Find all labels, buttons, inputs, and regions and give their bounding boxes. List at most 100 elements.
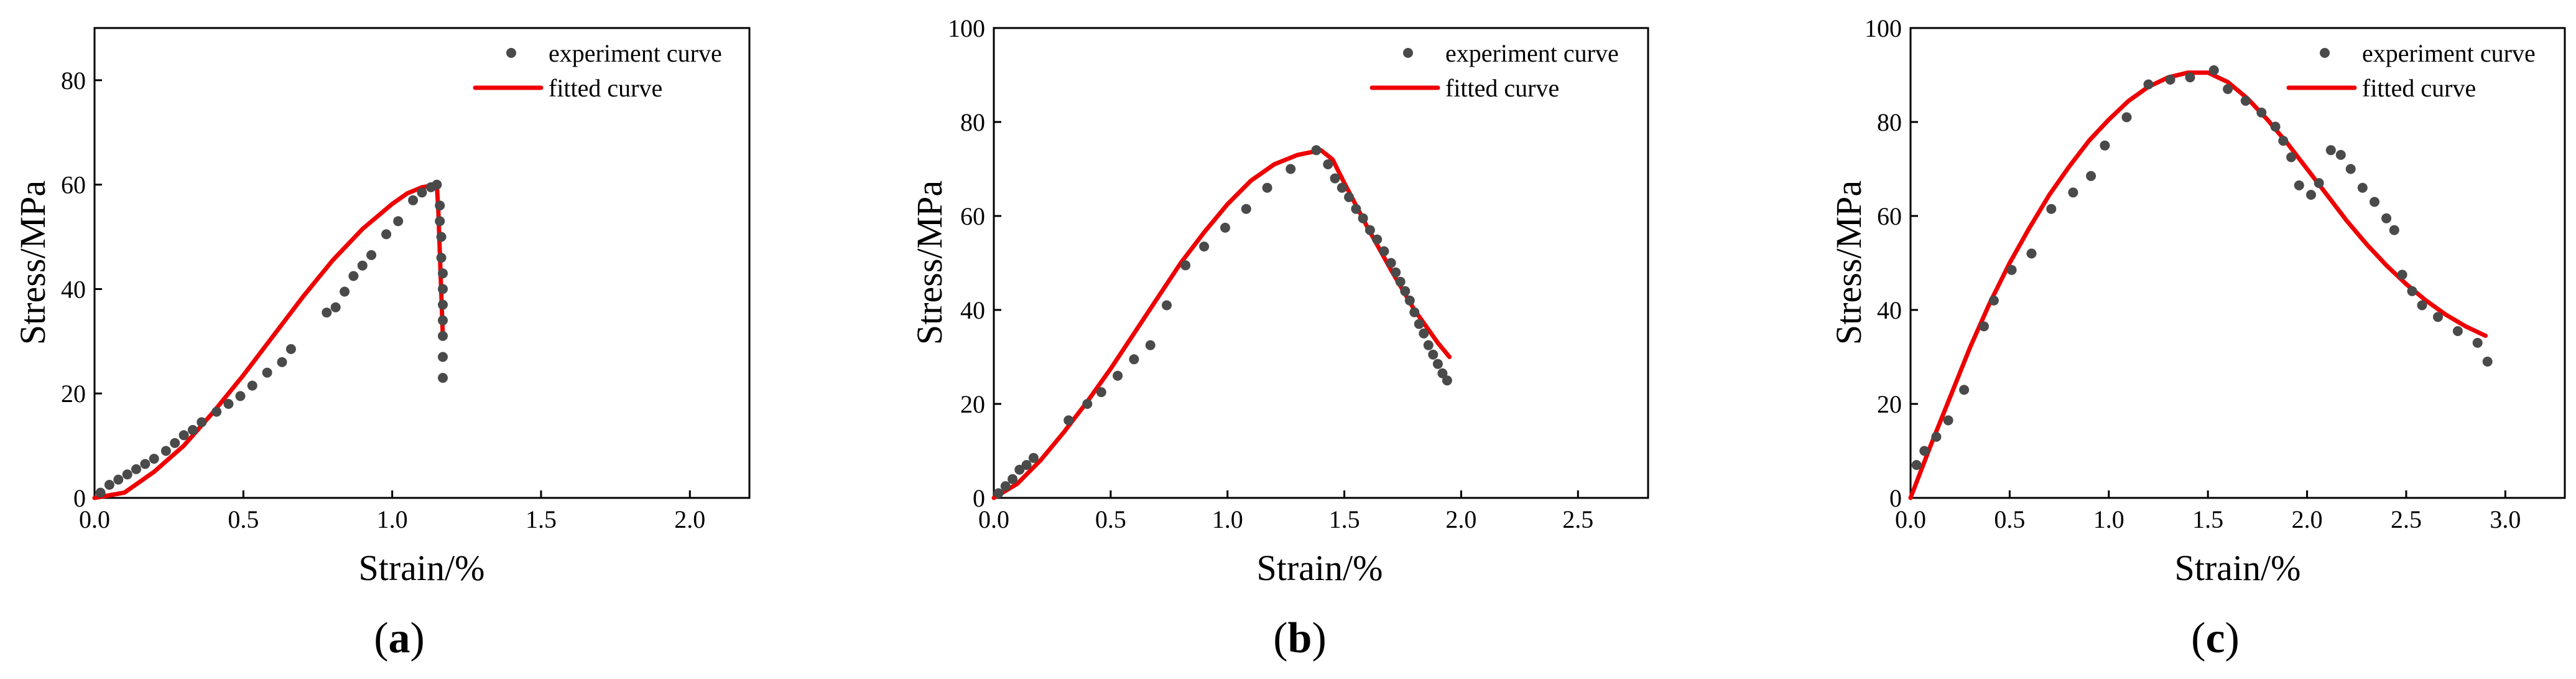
panel-b-experiment-point [1082, 399, 1093, 409]
panel-c-x-tick-label: 0.5 [1994, 505, 2025, 533]
panel-b-experiment-point [1162, 300, 1172, 311]
panel-b-y-tick-label: 20 [960, 390, 985, 418]
panel-a-experiment-point [262, 367, 272, 378]
panel-b-axes-frame [993, 27, 1649, 499]
panel-c-y-tick-label: 80 [1877, 108, 1902, 136]
panel-a-legend: experiment curve fitted curve [473, 39, 722, 102]
panel-a-y-tick-label: 60 [61, 171, 86, 199]
panel-b-experiment-point [993, 488, 1004, 499]
panel-c-x-tick-label: 0.0 [1895, 505, 1926, 533]
panel-c-legend: experiment curve fitted curve [2286, 39, 2536, 102]
panel-c-experiment-point [2345, 164, 2356, 174]
panel-c-experiment-point [2086, 171, 2096, 181]
panel-a-experiment-point [131, 464, 141, 474]
panel-a-experiment-point [247, 380, 257, 391]
panel-c-y-tick-label: 100 [1865, 14, 1902, 42]
panel-b-y-tick-label: 80 [960, 108, 985, 136]
panel-a-experiment-point [438, 315, 448, 325]
panel-c-experiment-point [1931, 431, 1942, 442]
panel-a-x-tick-label: 2.0 [674, 505, 705, 533]
panel-b-experiment-point [1311, 145, 1322, 156]
panel-c-experiment-point [1943, 415, 1953, 426]
panel-a-x-ticks: 0.0 0.5 1.0 1.5 2.0 [79, 490, 705, 533]
panel-b-x-ticks: 0.0 0.5 1.0 1.5 2.0 2.5 [978, 490, 1593, 533]
panel-a-x-tick-label: 1.0 [377, 505, 408, 533]
panel-c-experiment-point [2381, 213, 2392, 223]
panel-c-x-axis-title: Strain/% [2175, 548, 2301, 588]
panel-b-experiment-point [1220, 222, 1230, 233]
panel-b-x-tick-label: 0.5 [1095, 505, 1126, 533]
panel-b-experiment-point [1330, 173, 1340, 184]
panel-b-experiment-point [1442, 375, 1452, 386]
panel-c-x-tick-label: 2.5 [2391, 505, 2422, 533]
panel-b-experiment-point [1395, 276, 1406, 287]
panel-a-data-marks [92, 179, 448, 500]
panel-b-experiment-point [1241, 204, 1251, 214]
panel-c-x-tick-label: 2.0 [2292, 505, 2323, 533]
panel-c-x-tick-label: 3.0 [2490, 505, 2521, 533]
panel-c-experiment-point [1979, 321, 1989, 332]
panel-c-experiment-point [1919, 446, 1930, 456]
panel-b-caption: (b) [1273, 614, 1327, 662]
panel-b-experiment-point [1199, 241, 1210, 252]
panel-b-y-ticks: 0 20 40 60 80 100 [948, 14, 1001, 512]
panel-c-experiment-point [2240, 96, 2251, 106]
panel-c-x-tick-label: 1.0 [2093, 505, 2124, 533]
panel-b-legend-fitted-label: fitted curve [1445, 74, 1559, 102]
panel-b-experiment-point [1391, 267, 1401, 278]
panel-b-y-axis-title: Stress/MPa [909, 180, 950, 345]
panel-b-experiment-point [1344, 192, 1355, 202]
panel-b-x-axis-title: Strain/% [1257, 548, 1383, 588]
panel-c-axes-frame [1909, 27, 2566, 499]
panel-a-caption: (a) [374, 614, 425, 662]
panel-c-x-ticks: 0.0 0.5 1.0 1.5 2.0 2.5 3.0 [1895, 490, 2521, 533]
panel-b-experiment-point [1008, 474, 1018, 484]
panel-b-experiment-point [1021, 460, 1032, 471]
panel-a-x-tick-label: 0.5 [228, 505, 259, 533]
panel-c-experiment-point [2286, 152, 2297, 162]
panel-c-experiment-point [2294, 180, 2304, 190]
panel-b-experiment-point [1432, 358, 1443, 369]
panel-a-experiment-point [432, 179, 442, 190]
panel-a-experiment-point [438, 268, 448, 279]
panel-b-y-tick-label: 60 [960, 202, 985, 230]
panel-c-y-tick-label: 40 [1877, 296, 1902, 324]
panel-c-experiment-point [2357, 182, 2368, 193]
panel-b-experiment-point [1014, 464, 1025, 475]
panel-b-experiment-point [1379, 246, 1389, 256]
panel-c-experiment-point [2417, 300, 2427, 311]
panel-b-experiment-point [1323, 159, 1333, 169]
panel-a-experiment-point [140, 459, 151, 469]
panel-a-y-tick-label: 40 [61, 275, 86, 303]
panel-c-experiment-point [2256, 107, 2267, 118]
panel-a-experiment-point [122, 469, 132, 480]
panel-a-axes-frame [93, 27, 751, 499]
panel-c-experiment-point [2389, 225, 2399, 235]
panel-c-experiment-point [2223, 84, 2233, 95]
panel-a-legend-experiment-label: experiment curve [549, 39, 722, 67]
panel-b-x-tick-label: 2.0 [1445, 505, 1476, 533]
panel-a-experiment-point [417, 187, 427, 198]
panel-c-experiment-point [2370, 197, 2379, 207]
panel-b-legend-experiment-label: experiment curve [1445, 39, 1619, 67]
panel-b-y-tick-label: 0 [973, 484, 985, 512]
panel-a-experiment-point [330, 302, 341, 312]
panel-c-y-ticks: 0 20 40 60 80 100 [1865, 14, 1918, 512]
panel-a-chart: 0.0 0.5 1.0 1.5 2.0 0 20 40 60 80 Strain/% Stres… [12, 27, 751, 662]
panel-c-experiment-point [2143, 79, 2154, 90]
panel-c-experiment-point [2006, 265, 2017, 275]
panel-c-experiment-point [2208, 65, 2219, 75]
panel-c-chart: 0.0 0.5 1.0 1.5 2.0 2.5 3.0 0 20 40 60 80 100 Strai… [1828, 14, 2566, 662]
panel-c-experiment-point [2100, 140, 2110, 151]
panel-a-x-tick-label: 0.0 [79, 505, 110, 533]
panel-a-experiment-point [149, 454, 159, 464]
panel-c-experiment-point [2325, 145, 2336, 156]
panel-b-experiment-point [1372, 234, 1383, 245]
panel-b-experiment-point [1337, 182, 1347, 193]
panel-b-x-tick-label: 1.0 [1212, 505, 1243, 533]
panel-a-x-axis-title: Strain/% [359, 548, 485, 588]
panel-b-experiment-point [1028, 452, 1039, 463]
panel-a-experiment-point [393, 216, 404, 227]
panel-a-experiment-point [197, 417, 207, 428]
panel-b-experiment-point [1096, 387, 1106, 398]
